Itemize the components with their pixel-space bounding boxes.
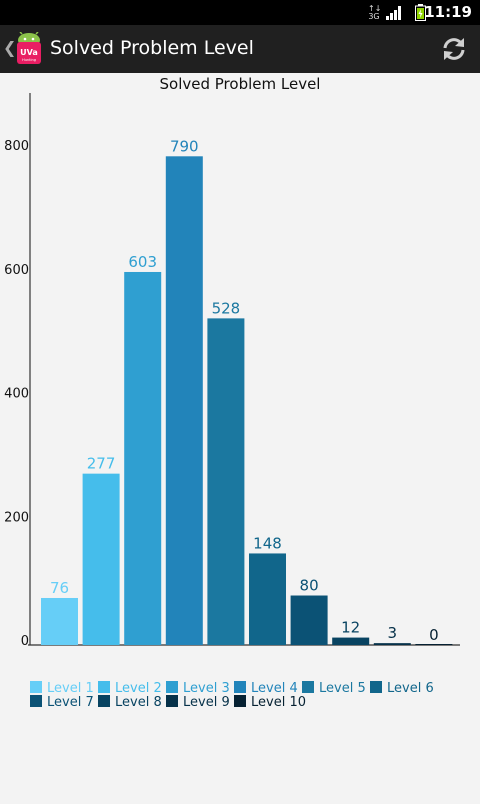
- network-type-icon: ↑↓ 3G: [368, 4, 382, 21]
- bar-value-label: 76: [50, 579, 69, 597]
- bar: [373, 643, 411, 645]
- action-bar: ❮ UVa Hunting Solved Problem Level: [0, 25, 480, 73]
- legend-label: Level 3: [183, 681, 230, 696]
- bar-value-label: 528: [212, 299, 241, 317]
- page-title: Solved Problem Level: [50, 37, 254, 59]
- legend-swatch: [166, 681, 178, 693]
- chart-title: Solved Problem Level: [160, 75, 321, 93]
- legend-swatch: [98, 695, 110, 707]
- status-bar: ↑↓ 3G 11:19: [0, 0, 480, 25]
- bar-value-label: 603: [128, 253, 157, 271]
- logo-text: UVa: [20, 48, 38, 57]
- legend-swatch: [30, 695, 42, 707]
- y-tick-label: 400: [4, 387, 29, 402]
- app-logo[interactable]: UVa Hunting: [13, 32, 45, 66]
- legend-label: Level 7: [47, 695, 94, 710]
- y-tick-label: 600: [4, 263, 29, 278]
- legend-label: Level 6: [387, 681, 434, 696]
- legend-swatch: [166, 695, 178, 707]
- legend-label: Level 5: [319, 681, 366, 696]
- bar: [249, 553, 286, 645]
- legend-swatch: [370, 681, 382, 693]
- clock: 11:19: [424, 3, 472, 21]
- legend-label: Level 2: [115, 681, 162, 696]
- bar: [207, 318, 245, 645]
- bar: [165, 156, 203, 646]
- battery-icon: [415, 4, 426, 21]
- y-tick-label: 0: [21, 634, 29, 649]
- bar: [82, 473, 120, 645]
- legend-label: Level 1: [47, 681, 94, 696]
- legend-swatch: [234, 681, 246, 693]
- legend-label: Level 8: [115, 695, 162, 710]
- legend-swatch: [302, 681, 314, 693]
- y-tick-label: 800: [4, 139, 29, 154]
- bar-value-label: 790: [170, 137, 199, 155]
- bar-value-label: 12: [341, 619, 360, 637]
- bar-value-label: 3: [388, 624, 398, 642]
- legend-label: Level 4: [251, 681, 298, 696]
- legend-label: Level 9: [183, 695, 230, 710]
- chart-area: Solved Problem Level 0 200 400 600 800 76 277…: [0, 73, 480, 800]
- legend-swatch: [30, 681, 42, 693]
- y-tick-label: 200: [4, 510, 29, 525]
- legend-label: Level 10: [251, 695, 306, 710]
- bar-value-label: 148: [253, 534, 282, 552]
- refresh-icon[interactable]: [440, 35, 468, 63]
- bar-value-label: 80: [300, 577, 319, 595]
- up-chevron-icon[interactable]: ❮: [3, 38, 17, 57]
- legend-swatch: [98, 681, 110, 693]
- signal-strength-icon: [386, 6, 401, 20]
- legend-swatch: [234, 695, 246, 707]
- bar: [332, 637, 370, 645]
- logo-subtext: Hunting: [22, 58, 36, 62]
- bar: [124, 271, 162, 645]
- bar: [290, 595, 328, 645]
- bar-value-label: 0: [429, 626, 439, 644]
- bar: [41, 597, 78, 645]
- bar-value-label: 277: [87, 455, 116, 473]
